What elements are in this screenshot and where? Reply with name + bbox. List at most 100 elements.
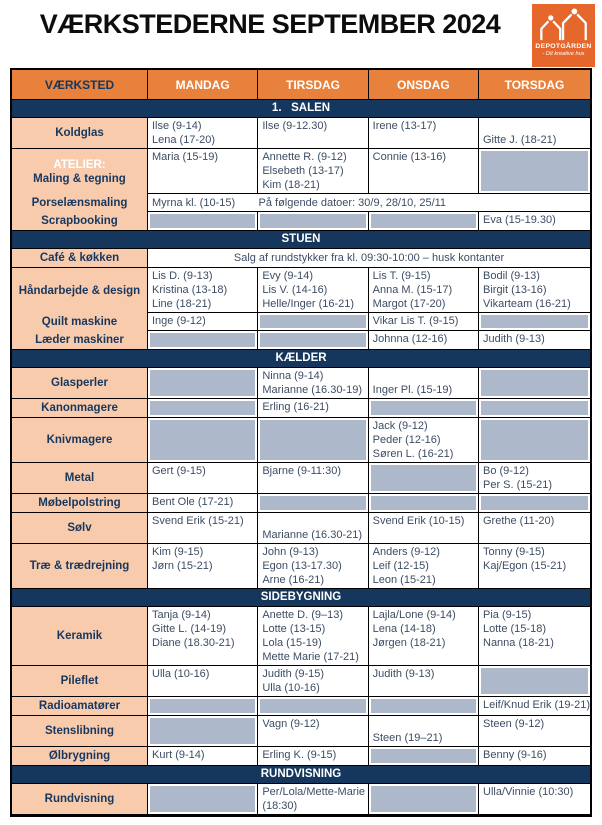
empty-cell: [258, 494, 369, 513]
workshop-label-line: Café & køkken: [39, 252, 120, 264]
schedule-entry: Lajla/Lone (9-14): [372, 609, 456, 621]
workshop-label: Rundvisning: [12, 784, 148, 815]
workshop-label: Radioamatører: [12, 697, 148, 716]
section-header: STUEN: [12, 231, 590, 249]
schedule-entry: Salg af rundstykker fra kl. 09:30-10:00 …: [233, 252, 505, 264]
schedule-cell: Evy (9-14) Lis V. (14-16) Helle/Inger (16-…: [258, 268, 369, 313]
schedule-entry: Pia (9-15): [483, 609, 532, 621]
schedule-cell: Jack (9-12) Peder (12-16) Søren L. (16-21): [368, 418, 479, 463]
schedule-entry: Kim (9-15): [152, 546, 204, 558]
schedule-entry: Leif/Knud Erik (19-21): [483, 699, 590, 711]
empty-cell: [368, 784, 479, 815]
schedule-entry: Søren L. (16-21): [372, 448, 454, 460]
schedule-entry: Vikar Lis T. (9-15): [372, 315, 459, 327]
schedule-cell: Bodil (9-13) Birgit (13-16) Vikarteam (16-…: [479, 268, 590, 313]
schedule-cell: Svend Erik (10-15): [368, 513, 479, 544]
schedule-cell: Salg af rundstykker fra kl. 09:30-10:00 …: [148, 249, 590, 268]
schedule-note: På følgende datoer: 30/9, 28/10, 25/11: [258, 196, 447, 209]
schedule-entry: Gitte J. (18-21): [483, 134, 557, 146]
schedule-entry: Anette D. (9–13): [262, 609, 344, 621]
schedule-entry: Lis T. (9-15): [372, 270, 431, 282]
schedule-entry: John (9-13): [262, 546, 319, 558]
workshop-label-line: Porselænsmaling: [31, 197, 128, 209]
empty-cell: [368, 212, 479, 231]
logo-name: DEPOTGÅRDEN: [535, 43, 592, 50]
schedule-cell: Johnna (12-16): [368, 331, 479, 350]
schedule-entry: Mette Marie (17-21): [262, 651, 359, 663]
schedule-entry: Lena (14-18): [372, 623, 436, 635]
column-header-workshop: VÆRKSTED: [12, 70, 148, 100]
schedule-cell: Judith (9-15) Ulla (10-16): [258, 666, 369, 697]
schedule-entry: Benny (9-16): [483, 749, 547, 761]
schedule-cell: Annette R. (9-12) Elsebeth (13-17) Kim (18…: [258, 149, 369, 194]
schedule-entry: Diane (18.30-21): [152, 637, 235, 649]
schedule-entry: Ulla (10-16): [262, 682, 320, 694]
empty-cell: [258, 212, 369, 231]
schedule-entry: Leif (12-15): [372, 560, 429, 572]
empty-cell: [148, 212, 259, 231]
workshop-label: Kanonmagere: [12, 399, 148, 418]
schedule-cell: Anette D. (9–13) Lotte (13-15) Lola (15-19…: [258, 607, 369, 666]
schedule-entry: Kim (18-21): [262, 179, 320, 191]
schedule-entry: Maria (15-19): [152, 151, 219, 163]
schedule-entry: Steen (19–21): [372, 732, 443, 744]
schedule-entry: Jørn (15-21): [152, 560, 213, 572]
workshop-label-line: Glasperler: [51, 377, 108, 389]
schedule-cell: Steen (9-12): [479, 716, 590, 747]
schedule-entry: Erling K. (9-15): [262, 749, 337, 761]
schedule-entry: Gitte L. (14-19): [152, 623, 226, 635]
empty-cell: [148, 368, 259, 399]
column-header-day: TIRSDAG: [258, 70, 369, 100]
schedule-cell: Grethe (11-20): [479, 513, 590, 544]
schedule-entry: Anders (9-12): [372, 546, 440, 558]
workshop-label-line: Stenslibning: [45, 725, 114, 737]
schedule-entry: Ilse (9-12.30): [262, 120, 328, 132]
schedule-entry: Marianne (16.30-19): [262, 384, 362, 396]
section-header: SIDEBYGNING: [12, 589, 590, 607]
workshop-label-line: Møbelpolstring: [38, 497, 121, 509]
schedule-cell: Eva (15-19.30): [479, 212, 590, 231]
workshop-label-line: Keramik: [56, 630, 103, 642]
workshop-label-line: Radioamatører: [38, 700, 121, 712]
workshop-label: ATELIER: Maling & tegning: [12, 149, 148, 194]
workshop-label: Knivmagere: [12, 418, 148, 463]
workshop-label-line: Kanonmagere: [41, 402, 118, 414]
workshop-label: Træ & trædrejning: [12, 544, 148, 589]
workshop-label-line: Håndarbejde & design: [18, 284, 141, 297]
schedule-cell: Maria (15-19): [148, 149, 259, 194]
schedule-entry: Leon (15-21): [372, 574, 436, 586]
workshop-label-line: Maling & tegning: [33, 172, 126, 185]
schedule-entry: Ulla/Vinnie (10:30): [483, 786, 574, 798]
workshop-label-line: Rundvisning: [44, 793, 115, 805]
schedule-cell: Ulla/Vinnie (10:30): [479, 784, 590, 815]
empty-cell: [258, 697, 369, 716]
schedule-entry: Arne (16-21): [262, 574, 325, 586]
schedule-entry: Lis V. (14-16): [262, 284, 328, 296]
schedule-cell: Vikar Lis T. (9-15): [368, 313, 479, 331]
schedule-cell: Erling K. (9-15): [258, 747, 369, 766]
schedule-entry: Ilse (9-14): [152, 120, 202, 132]
schedule-cell: Tonny (9-15) Kaj/Egon (15-21): [479, 544, 590, 589]
schedule-entry: Bodil (9-13): [483, 270, 540, 282]
schedule-cell: Bjarne (9-11:30): [258, 463, 369, 494]
schedule-entry: Gert (9-15): [152, 465, 206, 477]
empty-cell: [148, 418, 259, 463]
workshop-label: Ølbrygning: [12, 747, 148, 766]
schedule-cell: Judith (9-13): [479, 331, 590, 350]
workshop-label-line: Pileflet: [60, 675, 99, 687]
schedule-entry: Marianne (16.30-21): [262, 529, 362, 541]
schedule-cell: Benny (9-16): [479, 747, 590, 766]
schedule-entry: Erling (16-21): [262, 401, 329, 413]
schedule-entry: Egon (13-17.30): [262, 560, 342, 572]
schedule-entry: Grethe (11-20): [483, 515, 555, 527]
workshop-label: Møbelpolstring: [12, 494, 148, 513]
schedule-entry: Svend Erik (10-15): [372, 515, 465, 527]
workshop-label-line: Koldglas: [55, 127, 104, 139]
schedule-entry: Jørgen (18-21): [372, 637, 446, 649]
schedule-entry: Lis D. (9-13): [152, 270, 213, 282]
empty-cell: [479, 368, 590, 399]
schedule-entry: Bo (9-12): [483, 465, 529, 477]
workshop-label-line: Scrapbooking: [41, 215, 118, 227]
workshop-label: Quilt maskine: [12, 313, 148, 331]
empty-cell: [368, 463, 479, 494]
